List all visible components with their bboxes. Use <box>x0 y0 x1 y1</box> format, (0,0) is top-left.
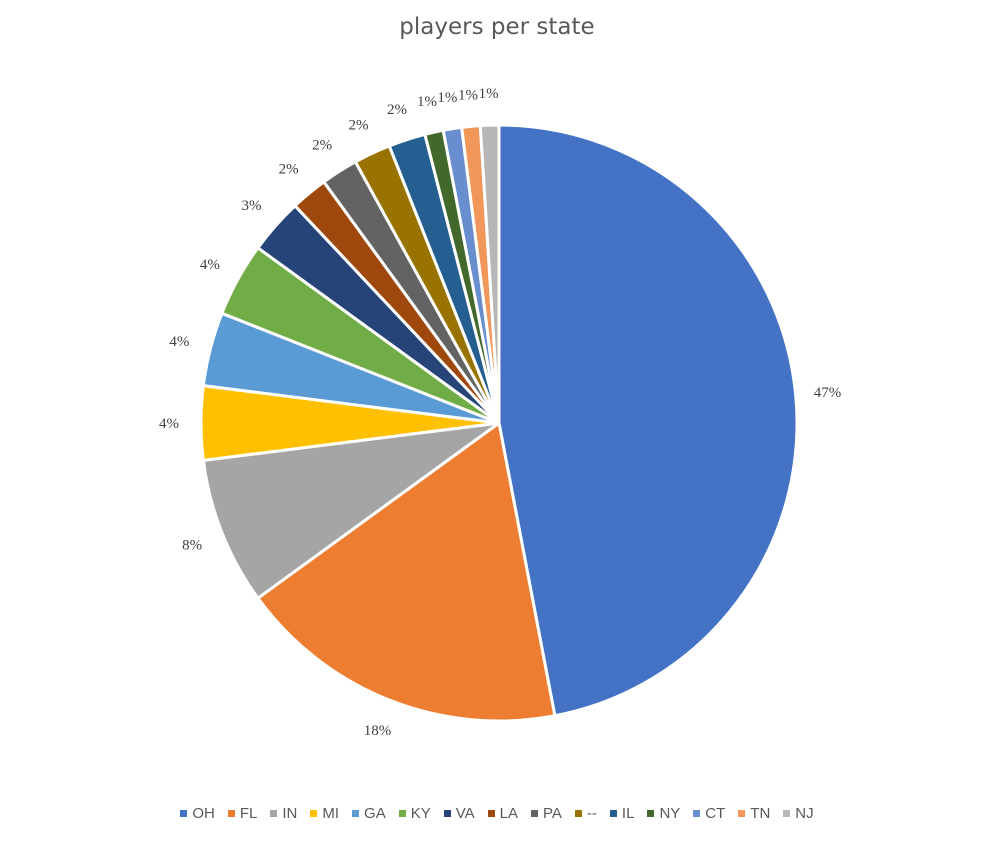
legend-swatch <box>227 810 235 817</box>
legend-label: GA <box>364 805 386 822</box>
chart-title: players per state <box>399 14 595 40</box>
legend-item-il: IL <box>609 805 635 822</box>
legend-swatch <box>310 810 318 817</box>
data-label-oh: 47% <box>814 385 842 401</box>
data-label-pa: 2% <box>312 137 332 153</box>
legend-label: LA <box>499 805 519 822</box>
legend-item-pa: PA <box>531 805 562 822</box>
pie-slice-fl <box>255 420 557 723</box>
data-label-dash: 2% <box>348 117 368 133</box>
legend-label: MI <box>322 805 340 822</box>
legend-item-fl: FL <box>227 805 258 822</box>
legend-swatch <box>270 810 278 817</box>
legend-item-dash: -- <box>574 805 597 822</box>
data-label-ga: 4% <box>169 334 189 350</box>
legend-label: NJ <box>795 805 814 822</box>
chart-legend: OH FL IN MI GA KY VA LA PA -- IL NY CT TN NJ <box>0 805 994 822</box>
data-label-va: 3% <box>241 198 261 214</box>
legend-swatch <box>574 810 582 817</box>
legend-label: OH <box>192 805 215 822</box>
legend-item-ga: GA <box>352 805 386 822</box>
legend-label: FL <box>239 805 258 822</box>
legend-swatch <box>180 810 188 817</box>
legend-item-ky: KY <box>398 805 431 822</box>
legend-item-ct: CT <box>693 805 725 822</box>
data-label-in: 8% <box>182 537 202 553</box>
data-label-ct: 1% <box>437 90 457 106</box>
legend-label: TN <box>750 805 771 822</box>
legend-label: VA <box>455 805 475 822</box>
data-label-ky: 4% <box>200 257 220 273</box>
legend-swatch <box>783 810 791 817</box>
data-label-fl: 18% <box>364 723 392 739</box>
legend-swatch <box>647 810 655 817</box>
legend-label: CT <box>705 805 726 822</box>
legend-swatch <box>398 810 406 817</box>
legend-item-oh: OH <box>180 805 215 822</box>
legend-label: IL <box>621 805 635 822</box>
legend-swatch <box>487 810 495 817</box>
data-label-ny: 1% <box>417 94 437 110</box>
pie-slice-nj <box>478 123 501 424</box>
legend-swatch <box>738 810 746 817</box>
pie-slice-oh <box>497 123 799 718</box>
legend-label: IN <box>282 805 298 822</box>
legend-label: NY <box>659 805 681 822</box>
legend-item-mi: MI <box>310 805 339 822</box>
legend-item-in: IN <box>270 805 297 822</box>
legend-item-la: LA <box>487 805 519 822</box>
pie-slice-in <box>201 421 500 601</box>
legend-swatch <box>609 810 617 817</box>
data-label-la: 2% <box>279 162 299 178</box>
legend-swatch <box>352 810 360 817</box>
legend-swatch <box>693 810 701 817</box>
data-label-mi: 4% <box>159 416 179 432</box>
pie-plot-area: 47%18%8%4%4%4%3%2%2%2%2%1% 1% 1% 1% <box>159 86 842 739</box>
legend-item-tn: TN <box>738 805 770 822</box>
legend-item-va: VA <box>443 805 475 822</box>
legend-label: PA <box>543 805 562 822</box>
data-label-tn: 1% <box>458 87 478 103</box>
legend-label: KY <box>410 805 431 822</box>
data-label-nj: 1% <box>479 86 499 102</box>
legend-label: -- <box>586 805 597 822</box>
legend-item-nj: NJ <box>783 805 814 822</box>
data-label-il: 2% <box>387 102 407 118</box>
legend-swatch <box>531 810 539 817</box>
legend-item-ny: NY <box>647 805 680 822</box>
legend-swatch <box>443 810 451 817</box>
